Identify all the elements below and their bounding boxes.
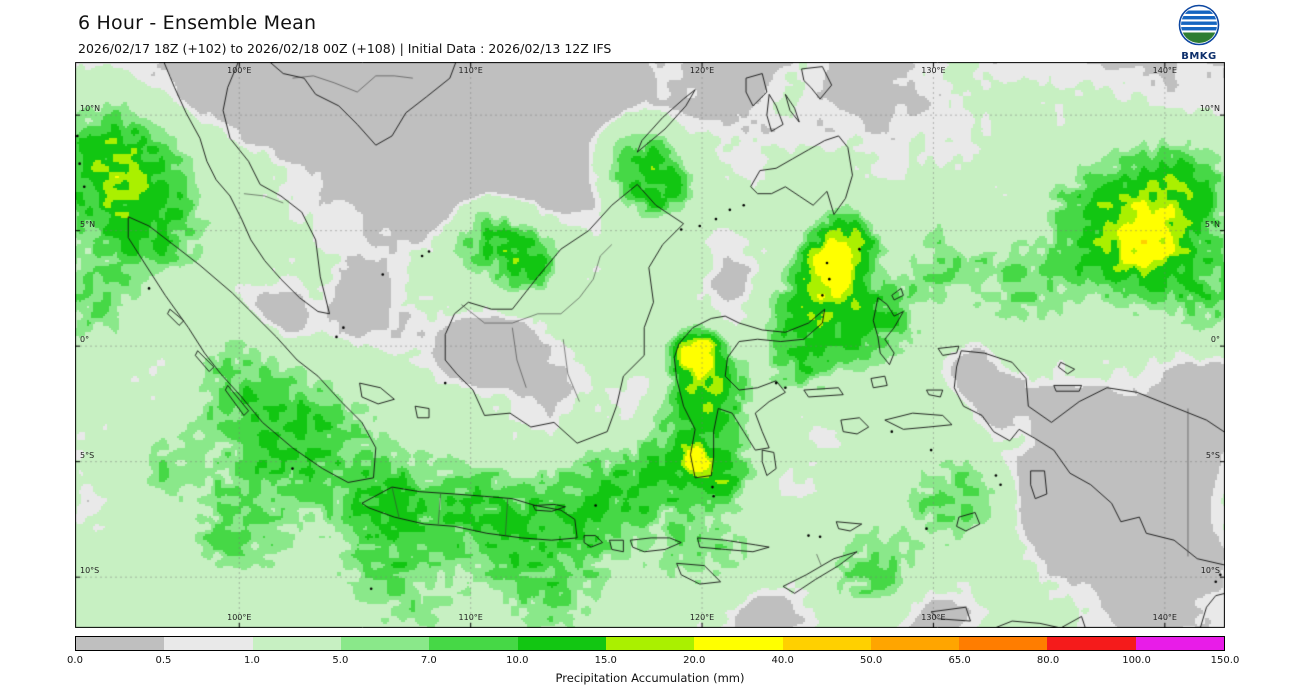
colorbar-segment [164, 637, 253, 650]
lon-tick-label: 110°E [458, 613, 483, 622]
lon-tick-label: 110°E [458, 66, 483, 75]
colorbar-segment [959, 637, 1048, 650]
colorbar [75, 636, 1225, 651]
lat-tick-label: 10°N [80, 104, 101, 114]
colorbar-tick-label: 100.0 [1122, 655, 1151, 666]
lat-tick-label: 5°S [80, 450, 95, 460]
lat-tick-label: 10°N [1199, 104, 1220, 114]
colorbar-tick-label: 65.0 [948, 655, 971, 666]
colorbar-segment [252, 637, 341, 650]
bmkg-logo-text: BMKG [1181, 51, 1217, 62]
colorbar-tick-label: 0.0 [67, 655, 83, 666]
colorbar-segment [340, 637, 430, 650]
lon-tick-label: 130°E [921, 66, 946, 75]
colorbar-tick-label: 5.0 [332, 655, 349, 666]
colorbar-tick-label: 50.0 [860, 655, 883, 666]
colorbar-segment [1135, 637, 1225, 650]
colorbar-segment [605, 637, 695, 650]
colorbar-label: Precipitation Accumulation (mm) [555, 671, 745, 685]
lon-tick-label: 140°E [1152, 66, 1177, 75]
colorbar-tick-label: 1.0 [243, 655, 260, 666]
colorbar-tick-label: 0.5 [155, 655, 172, 666]
lat-tick-label: 10°S [1200, 566, 1220, 576]
map-panel: 100°E 100°E 110°E 110°E 120°E 120°E 130°E 130°E… [75, 62, 1225, 628]
colorbar-segment [429, 637, 518, 650]
colorbar-segment [517, 637, 606, 650]
lon-tick-label: 100°E [227, 66, 252, 75]
colorbar-tick-label: 80.0 [1036, 655, 1060, 666]
colorbar-segment [870, 637, 960, 650]
validity-subtitle: 2026/02/17 18Z (+102) to 2026/02/18 00Z … [78, 41, 612, 56]
colorbar-tick-labels: 0.0 0.5 1.0 5.0 7.0 10.0 15.0 20.0 40.0 50.0 65.0 8… [67, 655, 1239, 668]
page-title: 6 Hour - Ensemble Mean [78, 12, 317, 34]
lon-tick-label: 140°E [1152, 613, 1177, 622]
colorbar-segment [76, 637, 165, 650]
bmkg-logo: BMKG [1176, 4, 1222, 62]
header: 6 Hour - Ensemble Mean 2026/02/17 18Z (+… [78, 12, 611, 56]
lon-tick-label: 130°E [921, 613, 946, 622]
lat-tick-label: 0° [1210, 335, 1220, 345]
lat-tick-label: 0° [80, 335, 90, 345]
colorbar-tick-label: 20.0 [683, 655, 706, 666]
colorbar-segment [782, 637, 871, 650]
colorbar-tick-label: 10.0 [506, 655, 529, 666]
lat-tick-label: 5°N [1204, 219, 1220, 229]
colorbar-segment [694, 637, 783, 650]
lat-tick-label: 5°N [80, 219, 96, 229]
lat-tick-label: 10°S [80, 566, 100, 576]
colorbar-segment [1047, 637, 1136, 650]
lon-tick-label: 120°E [689, 613, 715, 622]
lat-tick-label: 5°S [1205, 450, 1220, 460]
colorbar-tick-label: 15.0 [594, 655, 617, 666]
bmkg-logo-icon [1178, 4, 1220, 46]
colorbar-tick-label: 150.0 [1210, 655, 1240, 666]
lon-tick-label: 120°E [689, 66, 715, 75]
colorbar-tick-label: 40.0 [771, 655, 794, 666]
lon-tick-label: 100°E [227, 613, 252, 622]
precipitation-map-canvas [75, 62, 1225, 628]
colorbar-tick-label: 7.0 [420, 655, 437, 666]
